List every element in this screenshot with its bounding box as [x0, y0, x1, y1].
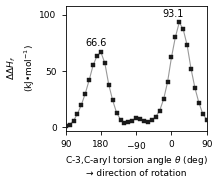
X-axis label: C-3,C-aryl torsion angle $\theta$ (deg)
→ direction of rotation: C-3,C-aryl torsion angle $\theta$ (deg) … — [65, 154, 208, 178]
Text: 93.1: 93.1 — [163, 9, 184, 19]
Y-axis label: $\Delta\Delta H_f$
(kJ•mol$^{-1}$): $\Delta\Delta H_f$ (kJ•mol$^{-1}$) — [5, 44, 37, 92]
Text: 66.6: 66.6 — [85, 38, 107, 47]
